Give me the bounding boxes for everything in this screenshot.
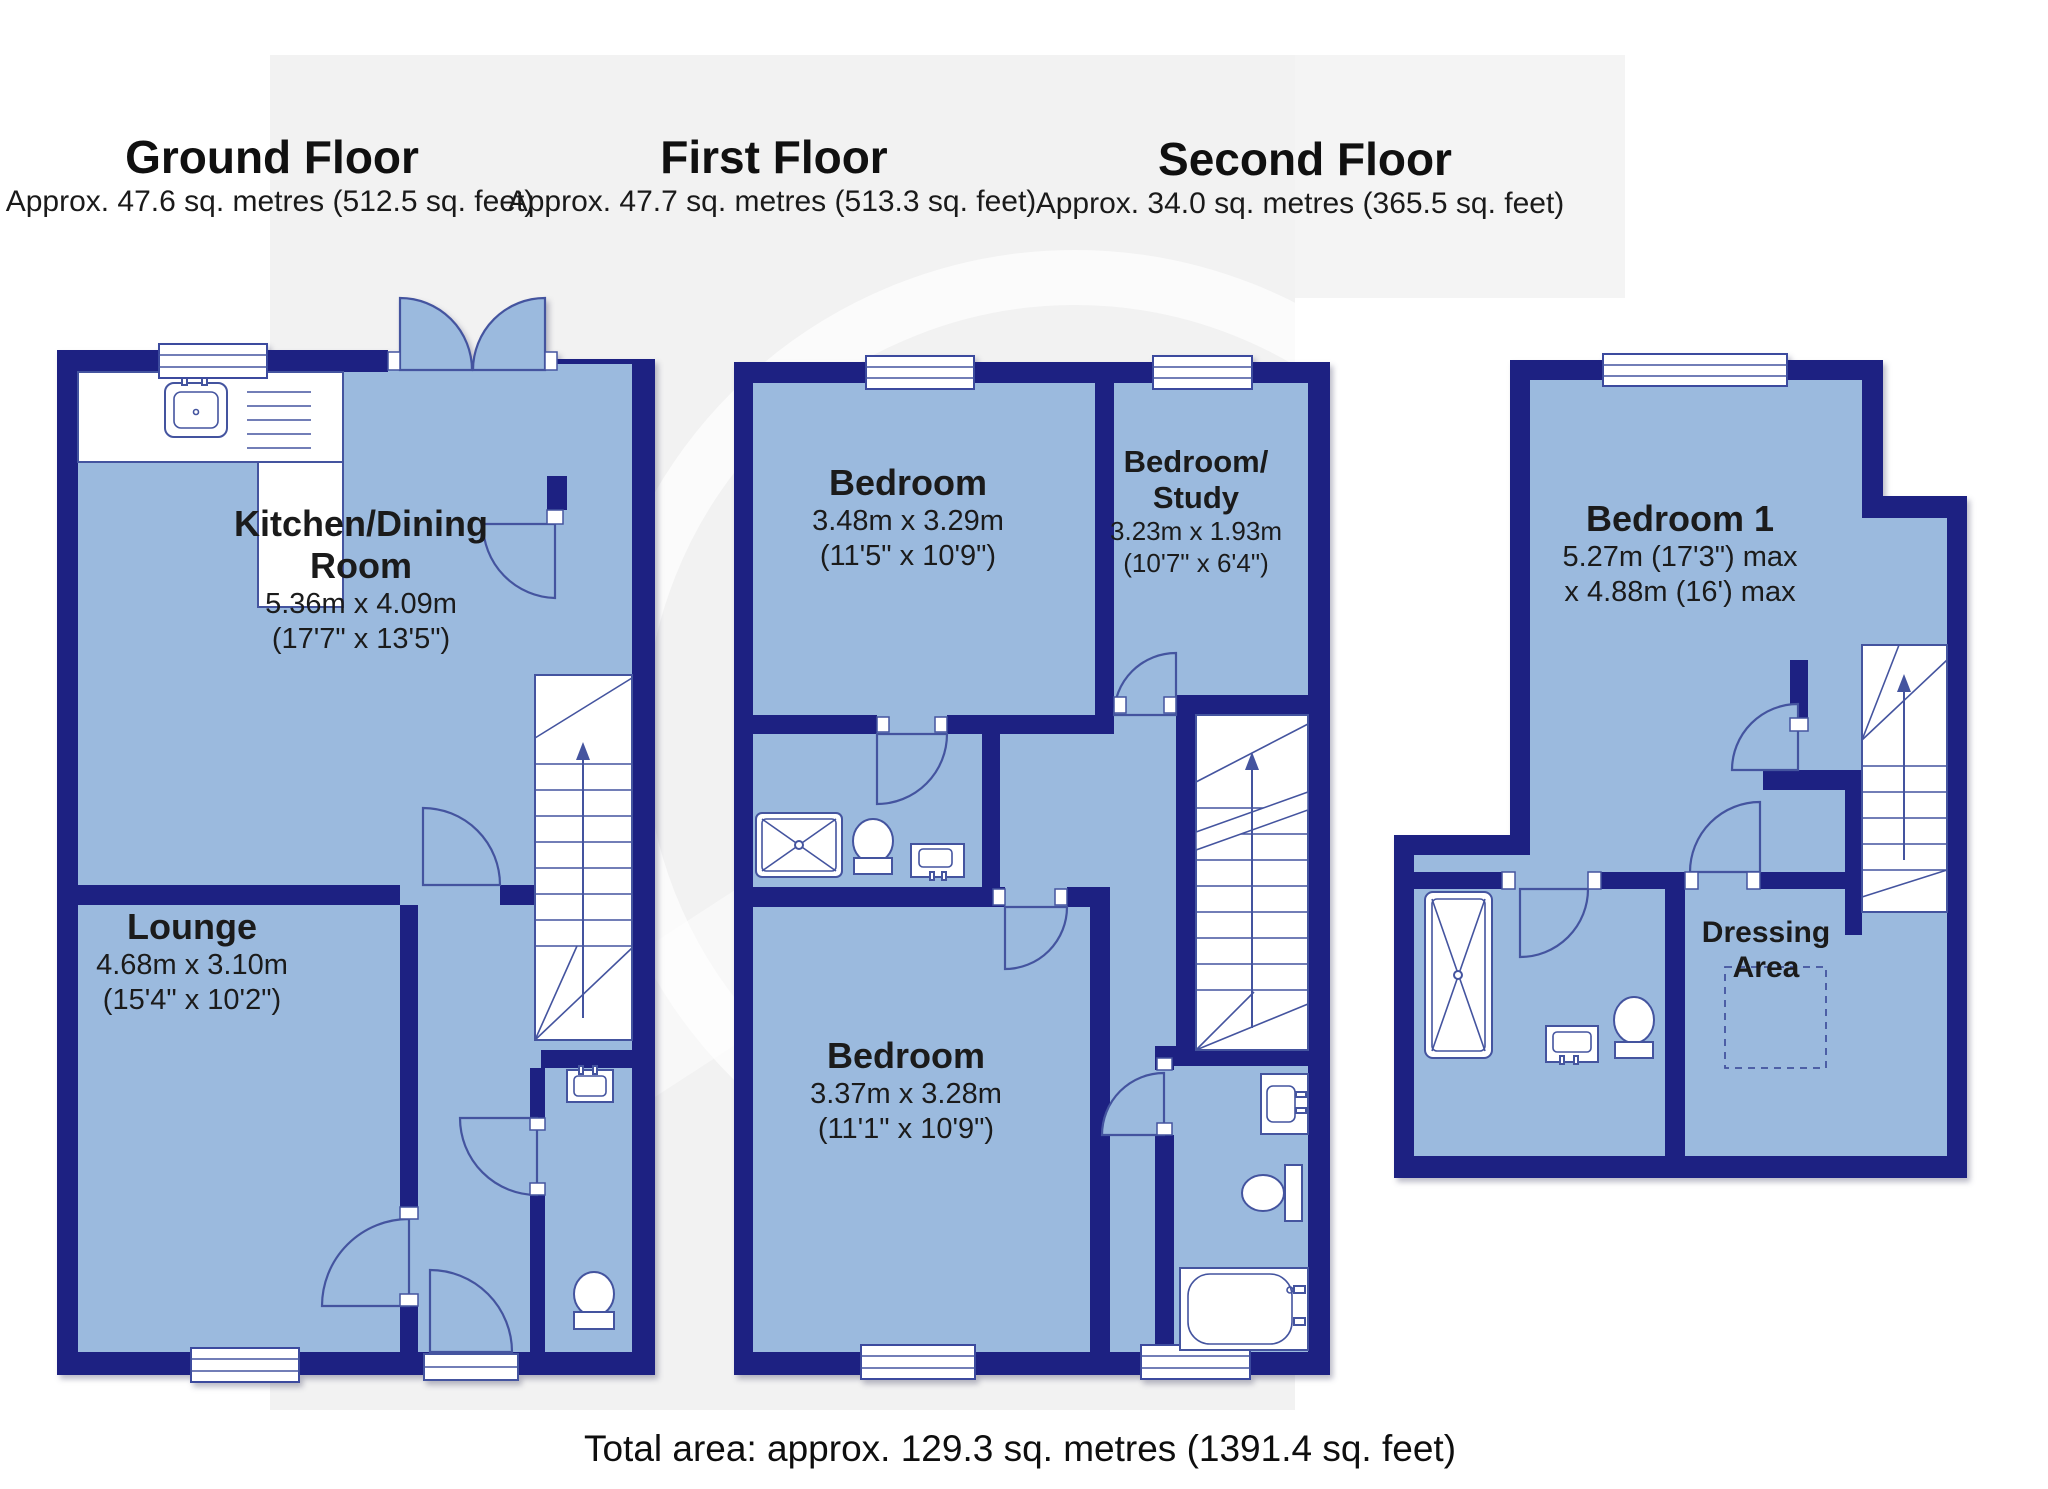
room-label-bedroom-rear: Bedroom 3.37m x 3.28m (11'1" x 10'9") — [810, 1035, 1002, 1148]
room-name: Bedroom — [826, 1035, 986, 1076]
room-dims-m: 3.48m x 3.29m — [812, 504, 1004, 537]
second-floor-plan — [1394, 353, 1967, 1178]
room-label-lounge: Lounge 4.68m x 3.10m (15'4" x 10'2") — [96, 906, 288, 1019]
room-label-dressing-area: Dressing Area — [1702, 916, 1830, 986]
room-dims-m: 3.23m x 1.93m — [1110, 515, 1282, 546]
room-label-bedroom-study: Bedroom/ Study 3.23m x 1.93m (10'7" x 6'… — [1110, 444, 1282, 579]
door-swing-icon — [1501, 702, 1809, 959]
ground-floor-title: Ground Floor — [125, 131, 419, 183]
ensuite-fixtures — [1424, 891, 1655, 1065]
room-dims-m: 5.36m x 4.09m — [265, 587, 457, 620]
room-name: Kitchen/Dining — [234, 503, 488, 544]
bathtub-icon — [1179, 1267, 1309, 1351]
first-floor-title: First Floor — [660, 131, 888, 183]
window-icon — [860, 1344, 976, 1380]
kitchen-window-icon — [158, 343, 268, 379]
room-dims-ft: (10'7" x 6'4") — [1123, 547, 1269, 578]
toilet-icon — [852, 818, 894, 875]
room-name: Lounge — [127, 906, 257, 947]
ground-floor-plan — [57, 296, 655, 1383]
wardrobe-dashed-outline — [1724, 966, 1827, 1069]
second-floor-subtitle: Approx. 34.0 sq. metres (365.5 sq. feet) — [1035, 187, 1565, 220]
room-dims-ft: (11'1" x 10'9") — [817, 1113, 995, 1146]
room-dims-ft: x 4.88m (16') max — [1564, 576, 1796, 609]
window-icon — [1602, 353, 1788, 387]
lounge-window-icon — [190, 1347, 300, 1383]
toilet-icon — [1613, 996, 1655, 1059]
room-name: Bedroom/ — [1123, 444, 1269, 479]
room-dims-ft: (17'7" x 13'5") — [271, 622, 451, 655]
door-swing-icon — [320, 509, 564, 1308]
room-name: Bedroom 1 — [1585, 498, 1775, 539]
room-dims-m: 4.68m x 3.10m — [96, 948, 288, 981]
bathroom-fixtures — [1179, 1073, 1309, 1351]
room-name: Bedroom — [828, 462, 988, 503]
room-label-kitchen-dining: Kitchen/Dining Room 5.36m x 4.09m (17'7"… — [234, 503, 488, 657]
window-icon — [865, 355, 975, 390]
toilet-icon — [1241, 1164, 1303, 1222]
room-dims-ft: (11'5" x 10'9") — [819, 540, 997, 573]
sink-icon — [910, 843, 965, 881]
shower-icon — [755, 812, 843, 878]
window-icon — [1152, 355, 1253, 390]
front-door-icon — [423, 1268, 519, 1381]
room-name: Dressing — [1701, 916, 1831, 949]
wc-fixtures — [566, 1065, 615, 1330]
room-dims-m: 3.37m x 3.28m — [810, 1077, 1002, 1110]
wc-sink-icon — [566, 1065, 614, 1103]
second-floor-title: Second Floor — [1158, 133, 1452, 185]
french-doors-icon — [387, 296, 558, 372]
door-swing-icon — [875, 651, 1178, 1137]
room-name: Room — [310, 544, 412, 586]
sink-icon — [1545, 1025, 1599, 1065]
room-label-bedroom-front: Bedroom 3.48m x 3.29m (11'5" x 10'9") — [812, 462, 1004, 575]
staircase-icon — [1861, 644, 1948, 913]
room-name: Study — [1152, 479, 1240, 515]
staircase-icon — [534, 674, 633, 1041]
total-area-text: Total area: approx. 129.3 sq. metres (13… — [583, 1428, 1457, 1469]
staircase-icon — [1195, 714, 1309, 1051]
first-floor-plan — [734, 355, 1330, 1380]
room-label-bedroom-1: Bedroom 1 5.27m (17'3") max x 4.88m (16'… — [1562, 498, 1797, 611]
shower-room-fixtures — [755, 812, 965, 881]
room-name: Area — [1732, 950, 1800, 984]
room-dims-m: 5.27m (17'3") max — [1562, 540, 1798, 573]
wc-toilet-icon — [573, 1271, 615, 1330]
sink-icon — [1260, 1073, 1309, 1135]
room-dims-ft: (15'4" x 10'2") — [102, 984, 282, 1017]
ground-floor-subtitle: Approx. 47.6 sq. metres (512.5 sq. feet) — [5, 185, 535, 218]
shower-bath-icon — [1424, 891, 1493, 1059]
background-band-top-right — [1295, 55, 1625, 298]
ground-floor-walls — [57, 350, 655, 1375]
first-floor-subtitle: Approx. 47.7 sq. metres (513.3 sq. feet) — [507, 185, 1037, 218]
